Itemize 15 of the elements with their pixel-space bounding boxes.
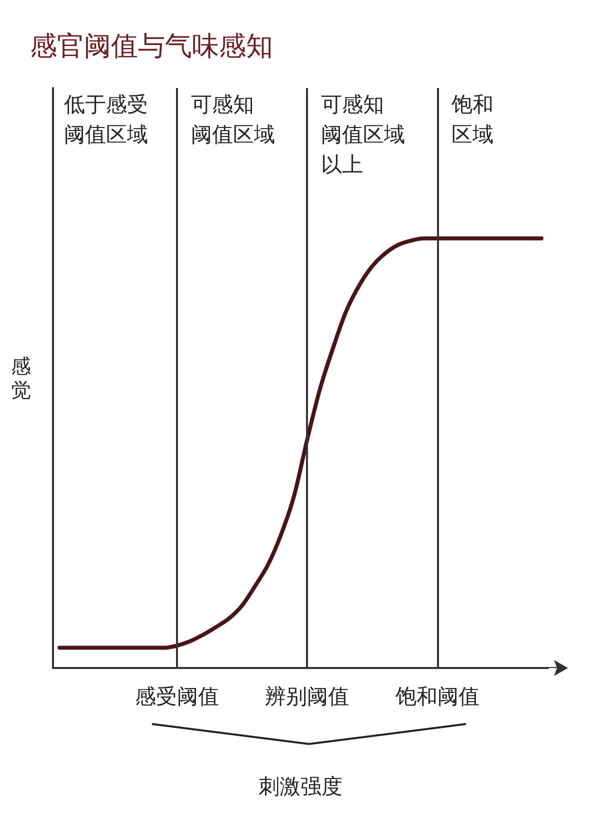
text: 以上 — [321, 152, 364, 176]
y-axis-title: 感觉 — [11, 354, 31, 402]
text: 低于感受 — [64, 92, 148, 116]
text: 区域 — [451, 122, 494, 146]
x-tick-label: 饱和阈值 — [394, 684, 480, 708]
text: 饱和 — [450, 92, 494, 116]
text: 可感知 — [190, 92, 254, 116]
text: 阈值区域 — [64, 122, 148, 146]
text: 阈值区域 — [321, 122, 406, 146]
text: 阈值区域 — [190, 122, 275, 146]
x-tick-label: 感受阈值 — [134, 684, 219, 708]
text: 可感知 — [321, 92, 384, 116]
x-tick-label: 辨别阈值 — [265, 684, 350, 708]
chart-title: 感官阈值与气味感知 — [30, 31, 273, 62]
x-axis-title: 刺激强度 — [258, 774, 342, 798]
